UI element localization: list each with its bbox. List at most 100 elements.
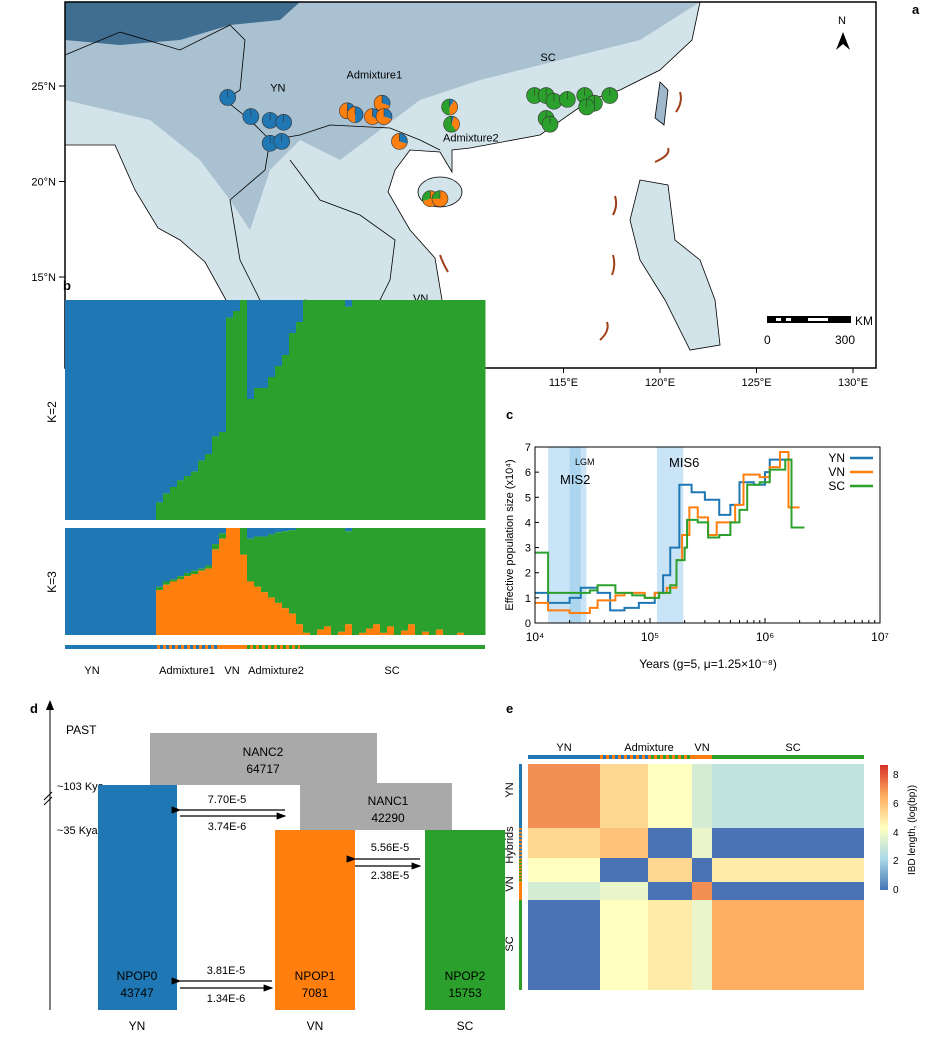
migration-arrows <box>171 806 422 992</box>
top-strip-segment <box>690 755 693 759</box>
colorbar-tick: 8 <box>893 770 899 781</box>
k2-bar-yn <box>170 300 178 487</box>
k3-bar-sc <box>380 528 388 633</box>
k3-bar-sc <box>198 568 206 571</box>
side-strip-segment <box>519 882 522 900</box>
colorbar-tick: 6 <box>893 799 899 810</box>
north-label: N <box>838 15 846 27</box>
k2-bar-sc <box>429 300 437 520</box>
k3-bar-yn <box>100 528 108 635</box>
site-pie <box>242 108 260 125</box>
heatmap-block <box>648 828 692 858</box>
barrier-line <box>599 321 609 341</box>
top-strip-segment <box>648 755 651 759</box>
k3-bar-vn <box>198 570 206 635</box>
k2-bar-sc <box>170 487 178 520</box>
nanc2-box <box>150 733 377 785</box>
pie-slice <box>422 190 431 202</box>
k2-bar-sc <box>394 300 402 520</box>
y-tick-label: 4 <box>525 517 531 529</box>
k3-bar-vn <box>226 528 234 635</box>
strip-segment <box>175 645 178 649</box>
heatmap-block <box>692 900 712 990</box>
side-strip-segment <box>519 864 522 868</box>
k2-bar-yn <box>72 300 80 520</box>
heatmap-block <box>528 858 600 882</box>
k2-bar-yn <box>114 300 122 520</box>
k2-bar-sc <box>156 502 164 520</box>
k2-bar-sc <box>310 300 318 520</box>
k2-bar-sc <box>401 300 409 520</box>
side-strip-segment <box>519 862 522 866</box>
region-label: Admixture2 <box>443 132 499 144</box>
k2-bar-sc <box>254 388 262 520</box>
npop0-size: 43747 <box>120 986 154 1000</box>
strip-segment <box>253 645 256 649</box>
k3-bar-yn <box>114 528 122 635</box>
k3-bar-yn <box>198 528 206 569</box>
top-strip-segment <box>528 755 600 759</box>
strip-segment <box>202 645 205 649</box>
k3-bar-vn <box>156 590 164 635</box>
side-strip-segment <box>519 876 522 879</box>
top-strip-segment <box>618 755 621 759</box>
k2-bar-yn <box>149 300 157 520</box>
k3-bar-vn <box>191 574 199 635</box>
k3-bar-sc <box>170 579 178 582</box>
x-tick-label: 10⁵ <box>641 630 659 644</box>
k2-bar-sc <box>436 300 444 520</box>
strip-segment <box>256 645 259 649</box>
site-pie <box>431 190 449 207</box>
k2-bar-sc <box>184 476 192 520</box>
side-strip-segment <box>519 848 522 852</box>
pie-slice <box>275 114 292 131</box>
barrier-line <box>612 195 618 216</box>
k3-bar-yn <box>142 528 150 635</box>
k3-bar-vn <box>219 538 227 635</box>
k2-bar-yn <box>177 300 185 481</box>
k3-bar-yn <box>289 528 297 531</box>
y-tick-label: 1 <box>525 593 531 605</box>
k3-bar-vn <box>261 592 269 635</box>
k3-bar-sc <box>443 528 451 635</box>
k3-bar-vn <box>359 632 367 635</box>
pop-group-label: VN <box>307 1019 324 1033</box>
k2-bar-yn <box>184 300 192 476</box>
side-strip-segment <box>519 874 522 878</box>
colorbar-label: IBD length, (log(bp)) <box>907 785 918 875</box>
top-strip-segment <box>712 755 864 759</box>
side-group-label: Hybrids <box>504 826 516 864</box>
k3-bar-yn <box>170 528 178 580</box>
strip-segment <box>247 645 250 649</box>
k3-bar-vn <box>233 528 241 635</box>
group-label: SC <box>384 665 399 677</box>
k2-bar-sc <box>380 300 388 520</box>
k2-bar-sc <box>331 300 339 520</box>
side-strip-segment <box>519 877 522 881</box>
north-arrow-icon: N <box>836 15 850 50</box>
k3-bar-vn <box>282 608 290 635</box>
k3-bar-sc <box>478 528 486 635</box>
strip-segment <box>295 645 298 649</box>
side-strip-segment <box>519 831 522 835</box>
k2-bar-yn <box>275 300 283 366</box>
mountain <box>65 2 300 45</box>
lon-tick-label: 125°E <box>741 377 771 389</box>
k3-bar-sc <box>296 528 304 625</box>
k2-bar-sc <box>212 436 220 520</box>
k3-bar-vn <box>380 632 388 635</box>
side-strip-segment <box>519 839 522 843</box>
k3-bar-yn <box>135 528 143 635</box>
side-group-label: SC <box>504 936 516 951</box>
lon-tick-label: 120°E <box>645 377 675 389</box>
panel-d-label: d <box>30 701 38 716</box>
x-tick-label: 10⁶ <box>756 630 774 644</box>
side-strip-segment <box>519 854 522 858</box>
side-strip-segment <box>519 829 522 833</box>
k3-bar-sc <box>429 528 437 635</box>
top-strip-segment <box>612 755 615 759</box>
y-tick-label: 0 <box>525 618 531 630</box>
pie-slice <box>364 108 379 125</box>
lon-tick-label: 130°E <box>838 377 868 389</box>
panel-c-label: c <box>506 407 513 422</box>
